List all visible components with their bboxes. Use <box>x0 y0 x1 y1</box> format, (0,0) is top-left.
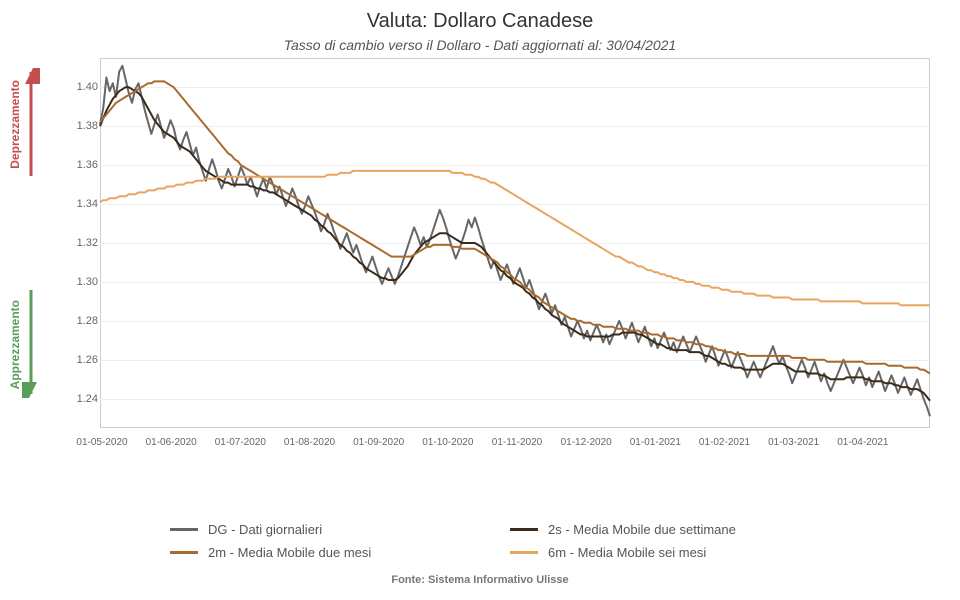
x-axis-tick-label: 01-02-2021 <box>699 437 750 448</box>
chart-area: 1.24 1.26 1.28 1.30 1.32 1.34 1.36 1.38 1.40 01-… <box>60 58 940 458</box>
chart-subtitle: Tasso di cambio verso il Dollaro - Dati … <box>0 33 960 53</box>
x-axis-tick-label: 01-04-2021 <box>837 437 888 448</box>
x-axis-tick-label: 01-07-2020 <box>215 437 266 448</box>
x-axis-tick-label: 01-08-2020 <box>284 437 335 448</box>
legend-swatch <box>510 551 538 554</box>
x-axis-tick-label: 01-03-2021 <box>768 437 819 448</box>
depreciation-label: Deprezzamento <box>8 80 22 169</box>
y-axis-tick-label: 1.36 <box>68 159 98 171</box>
x-axis-tick-label: 01-06-2020 <box>146 437 197 448</box>
appreciation-label: Apprezzamento <box>8 300 22 389</box>
series-dg <box>100 66 930 417</box>
x-axis-tick-label: 01-12-2020 <box>561 437 612 448</box>
legend-swatch <box>170 528 198 531</box>
y-axis-tick-label: 1.26 <box>68 354 98 366</box>
y-axis-tick-label: 1.32 <box>68 237 98 249</box>
legend-label: 6m - Media Mobile sei mesi <box>548 545 706 560</box>
arrow-up-icon <box>22 68 40 178</box>
legend-item-s2: 2s - Media Mobile due settimane <box>510 522 790 537</box>
line-series <box>100 58 930 428</box>
y-axis-tick-label: 1.30 <box>68 276 98 288</box>
legend-item-dg: DG - Dati giornalieri <box>170 522 450 537</box>
legend-label: 2m - Media Mobile due mesi <box>208 545 371 560</box>
y-axis-tick-label: 1.40 <box>68 81 98 93</box>
x-axis-tick-label: 01-11-2020 <box>492 437 542 448</box>
legend-swatch <box>510 528 538 531</box>
y-axis-tick-label: 1.28 <box>68 315 98 327</box>
x-axis-tick-label: 01-10-2020 <box>422 437 473 448</box>
legend-item-m6: 6m - Media Mobile sei mesi <box>510 545 790 560</box>
x-axis-tick-label: 01-01-2021 <box>630 437 681 448</box>
chart-legend: DG - Dati giornalieri 2s - Media Mobile d… <box>0 522 960 560</box>
chart-source: Fonte: Sistema Informativo Ulisse <box>0 574 960 586</box>
series-m2 <box>100 81 930 373</box>
y-axis-tick-label: 1.38 <box>68 120 98 132</box>
legend-item-m2: 2m - Media Mobile due mesi <box>170 545 450 560</box>
legend-label: 2s - Media Mobile due settimane <box>548 522 736 537</box>
series-s2 <box>100 87 930 401</box>
y-axis-tick-label: 1.34 <box>68 198 98 210</box>
series-m6 <box>100 171 930 305</box>
arrow-down-icon <box>22 288 40 398</box>
y-axis-tick-label: 1.24 <box>68 393 98 405</box>
chart-title: Valuta: Dollaro Canadese <box>0 0 960 33</box>
legend-swatch <box>170 551 198 554</box>
x-axis-tick-label: 01-09-2020 <box>353 437 404 448</box>
x-axis-tick-label: 01-05-2020 <box>76 437 127 448</box>
legend-label: DG - Dati giornalieri <box>208 522 322 537</box>
